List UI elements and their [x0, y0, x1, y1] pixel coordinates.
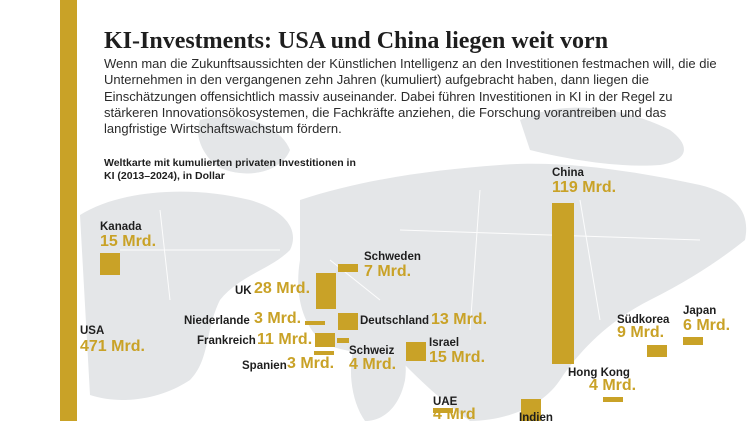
- accent-stripe: [60, 0, 77, 421]
- chart-title: Weltkarte mit kumulierten privaten Inves…: [104, 157, 356, 182]
- intro-paragraph: Wenn man die Zukunftsaussichten der Küns…: [104, 56, 717, 137]
- page-title: KI-Investments: USA und China liegen wei…: [104, 28, 609, 54]
